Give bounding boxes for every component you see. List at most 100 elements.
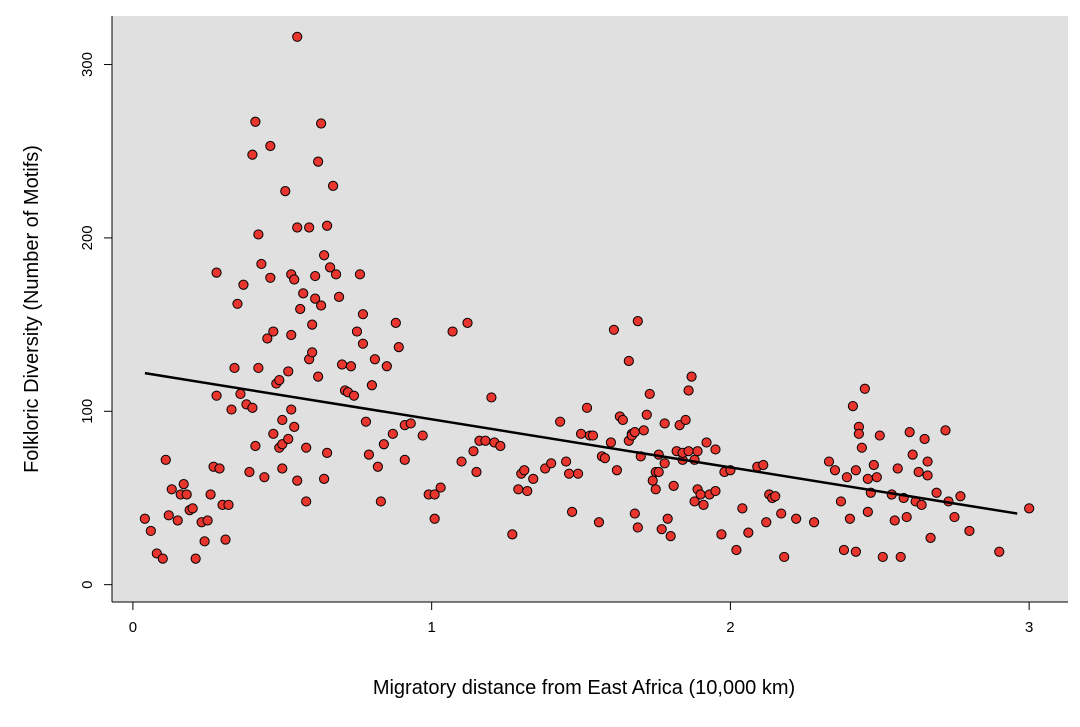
data-point bbox=[581, 402, 593, 413]
data-point bbox=[617, 414, 628, 426]
data-point bbox=[160, 454, 171, 465]
data-point bbox=[283, 433, 294, 445]
data-point bbox=[862, 506, 873, 517]
data-point bbox=[357, 309, 369, 320]
data-point bbox=[247, 149, 258, 160]
data-point bbox=[829, 465, 841, 476]
data-point bbox=[513, 484, 524, 495]
data-point bbox=[647, 475, 658, 486]
data-point bbox=[235, 388, 246, 400]
data-point bbox=[172, 515, 183, 526]
plot-background bbox=[112, 16, 1068, 602]
data-point bbox=[295, 303, 306, 315]
data-point bbox=[919, 433, 930, 445]
data-point bbox=[895, 551, 906, 563]
data-point bbox=[575, 428, 587, 439]
data-point bbox=[563, 468, 575, 479]
data-point bbox=[268, 326, 279, 337]
x-tick-label: 0 bbox=[129, 619, 137, 636]
data-point bbox=[283, 366, 294, 377]
data-point bbox=[250, 440, 261, 452]
data-point bbox=[695, 489, 706, 500]
data-point bbox=[462, 317, 473, 328]
data-point bbox=[253, 229, 264, 240]
data-point bbox=[327, 180, 339, 192]
data-point bbox=[322, 447, 333, 458]
data-point bbox=[307, 347, 318, 358]
data-point bbox=[274, 374, 285, 386]
data-point bbox=[838, 544, 850, 556]
data-point bbox=[456, 456, 467, 467]
data-point bbox=[964, 525, 975, 537]
data-point bbox=[611, 465, 622, 476]
data-point bbox=[638, 425, 649, 436]
data-point bbox=[289, 421, 300, 432]
data-point bbox=[319, 250, 330, 261]
data-point bbox=[369, 354, 380, 365]
data-point bbox=[916, 499, 927, 511]
data-point bbox=[743, 527, 754, 538]
data-points bbox=[139, 31, 1035, 564]
data-point bbox=[301, 496, 312, 507]
data-point bbox=[599, 453, 611, 464]
data-point bbox=[889, 515, 900, 526]
data-point bbox=[629, 426, 640, 438]
data-point bbox=[874, 430, 885, 441]
data-point bbox=[405, 418, 416, 429]
data-point bbox=[363, 449, 375, 460]
data-point bbox=[357, 338, 369, 349]
data-point bbox=[375, 496, 386, 507]
data-point bbox=[286, 329, 297, 341]
data-point bbox=[220, 534, 231, 545]
data-point bbox=[907, 449, 918, 460]
data-point bbox=[913, 466, 924, 478]
data-point bbox=[776, 508, 787, 519]
data-point bbox=[429, 513, 440, 524]
data-point bbox=[181, 489, 192, 500]
data-point bbox=[435, 482, 446, 493]
data-point bbox=[737, 503, 748, 514]
data-point bbox=[608, 324, 620, 335]
data-point bbox=[178, 479, 189, 490]
data-point bbox=[683, 385, 694, 396]
data-point bbox=[471, 466, 482, 478]
data-point bbox=[949, 511, 960, 523]
data-point bbox=[348, 390, 360, 401]
data-point bbox=[668, 480, 679, 491]
data-point bbox=[447, 326, 458, 337]
data-point bbox=[253, 362, 264, 374]
data-point bbox=[187, 503, 198, 514]
data-point bbox=[378, 439, 389, 450]
data-point bbox=[301, 442, 312, 453]
data-point bbox=[904, 426, 915, 438]
data-point bbox=[659, 458, 670, 469]
data-point bbox=[546, 458, 557, 469]
y-tick-label: 100 bbox=[79, 399, 96, 424]
data-point bbox=[871, 472, 882, 483]
data-point bbox=[835, 496, 847, 507]
data-point bbox=[868, 459, 879, 471]
data-point bbox=[166, 484, 177, 495]
data-point bbox=[468, 446, 479, 457]
data-point bbox=[157, 553, 168, 564]
data-point bbox=[307, 319, 318, 330]
data-point bbox=[387, 428, 398, 439]
data-point bbox=[163, 510, 174, 521]
data-point bbox=[791, 513, 802, 524]
data-point bbox=[931, 487, 942, 498]
data-point bbox=[310, 270, 321, 282]
data-point bbox=[211, 267, 222, 278]
data-point bbox=[199, 536, 210, 547]
data-point bbox=[244, 466, 255, 478]
data-point bbox=[390, 317, 401, 328]
data-point bbox=[710, 444, 721, 455]
data-point bbox=[850, 465, 861, 476]
data-point bbox=[336, 359, 348, 370]
data-point bbox=[145, 525, 156, 537]
data-point bbox=[925, 532, 936, 543]
data-point bbox=[292, 31, 303, 42]
data-point bbox=[229, 362, 240, 374]
data-point bbox=[277, 463, 288, 474]
data-point bbox=[665, 531, 676, 542]
